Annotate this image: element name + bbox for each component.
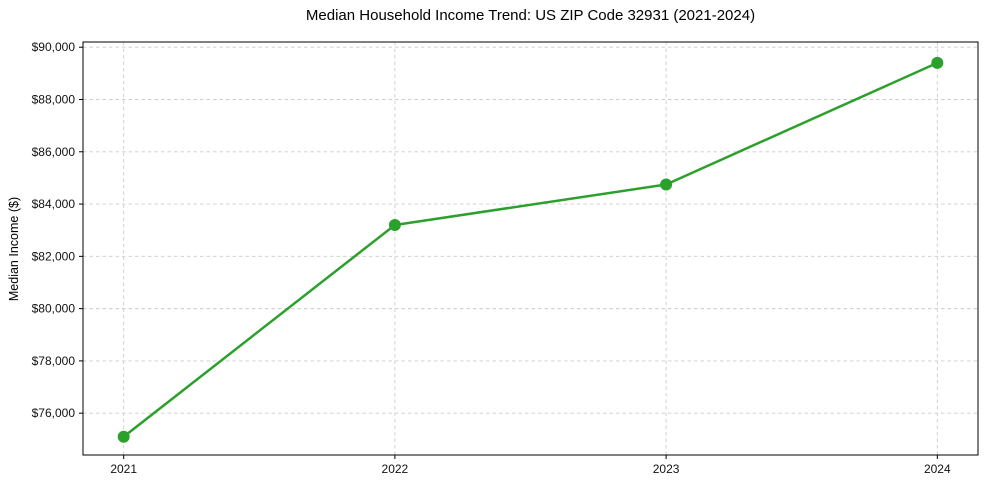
data-point bbox=[931, 56, 944, 69]
y-tick-label: $86,000 bbox=[32, 145, 76, 159]
data-point bbox=[660, 178, 673, 191]
plot-border bbox=[82, 41, 979, 456]
x-tick-label: 2023 bbox=[653, 462, 680, 476]
x-tick-label: 2022 bbox=[382, 462, 409, 476]
x-tick-label: 2024 bbox=[924, 462, 951, 476]
y-tick-label: $78,000 bbox=[32, 354, 76, 368]
y-tick-label: $90,000 bbox=[32, 40, 76, 54]
data-point bbox=[117, 430, 130, 443]
trend-line bbox=[122, 61, 938, 438]
y-tick-label: $80,000 bbox=[32, 302, 76, 316]
chart-title: Median Household Income Trend: US ZIP Co… bbox=[305, 7, 756, 24]
y-tick-label: $84,000 bbox=[32, 197, 76, 211]
x-tick-label: 2021 bbox=[110, 462, 137, 476]
y-tick-label: $82,000 bbox=[32, 249, 76, 263]
y-tick-label: $76,000 bbox=[32, 406, 76, 420]
y-tick-label: $88,000 bbox=[32, 93, 76, 107]
data-point bbox=[388, 218, 401, 231]
